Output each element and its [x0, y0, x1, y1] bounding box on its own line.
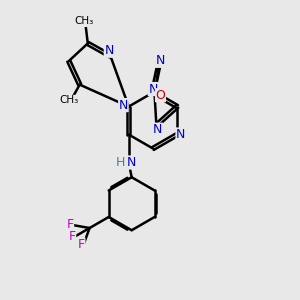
Text: O: O — [156, 88, 166, 102]
Text: CH₃: CH₃ — [74, 16, 93, 26]
Text: F: F — [66, 218, 74, 232]
Text: N: N — [119, 99, 128, 112]
Text: N: N — [153, 123, 163, 136]
Text: F: F — [68, 230, 76, 243]
Text: N: N — [148, 82, 158, 95]
Text: H: H — [116, 156, 125, 169]
Text: N: N — [104, 44, 114, 57]
Text: N: N — [155, 54, 165, 67]
Text: N: N — [176, 128, 185, 141]
Text: N: N — [127, 156, 136, 169]
Text: CH₃: CH₃ — [59, 95, 79, 105]
Text: F: F — [78, 238, 85, 251]
